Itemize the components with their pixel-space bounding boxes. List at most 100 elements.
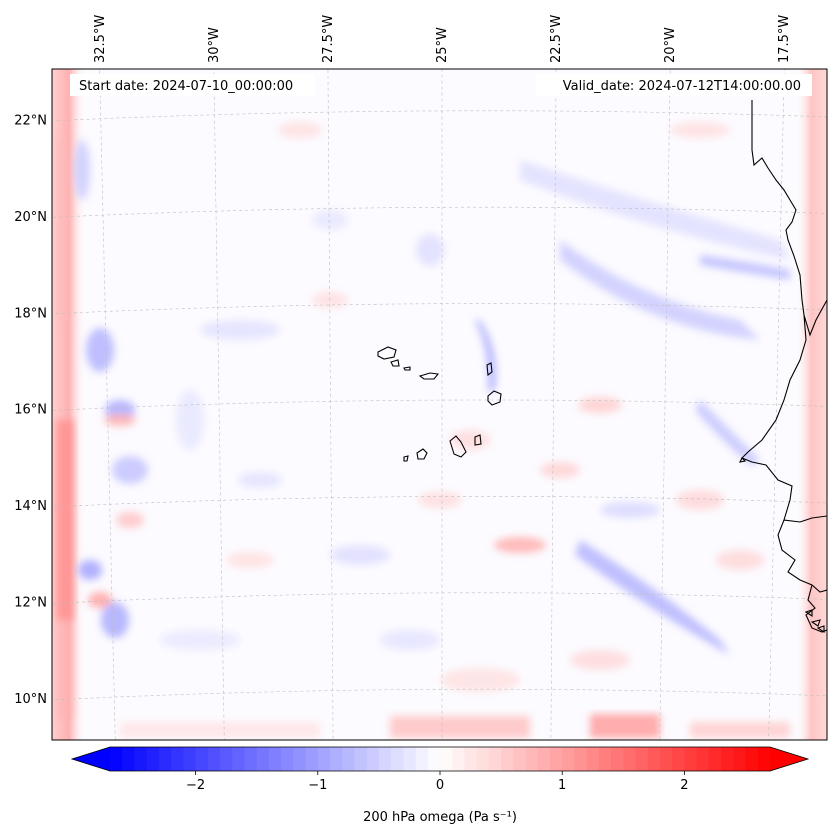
longitude-labels: 32.5°W 30°W 27.5°W 25°W 22.5°W 20°W 17.5… [93, 15, 792, 63]
latitude-labels: 22°N 20°N 18°N 16°N 14°N 12°N 10°N [14, 114, 47, 707]
lon-label-17-5w: 17.5°W [777, 15, 792, 63]
colorbar-swatch [745, 747, 759, 771]
meridian-line [768, 69, 785, 740]
colorbar-swatch [440, 747, 453, 771]
colorbar-swatch [293, 747, 307, 771]
colorbar-swatch [244, 747, 258, 771]
colorbar-swatch [501, 747, 514, 771]
colorbar-swatch [256, 747, 270, 771]
lat-label-16n: 16°N [14, 403, 47, 418]
lon-label-22-5w: 22.5°W [549, 15, 564, 63]
lat-label-10n: 10°N [14, 692, 47, 707]
lat-label-12n: 12°N [14, 596, 47, 611]
colorbar-swatch [171, 747, 184, 771]
parallel-line [52, 110, 827, 122]
lon-label-30w: 30°W [207, 27, 222, 63]
lat-label-14n: 14°N [14, 499, 47, 514]
lon-label-20w: 20°W [663, 27, 678, 63]
colorbar-swatch [281, 747, 294, 771]
colorbar-swatch [134, 747, 148, 771]
colorbar-swatch [574, 747, 588, 771]
colorbar-swatch [611, 747, 624, 771]
colorbar-swatch [672, 747, 686, 771]
colorbar-ticks [195, 771, 685, 775]
colorbar-swatch [305, 747, 319, 771]
colorbar-swatch [550, 747, 563, 771]
lon-label-27-5w: 27.5°W [321, 15, 336, 63]
colorbar-swatch [183, 747, 197, 771]
gridlines [52, 69, 827, 740]
colorbar-swatch [268, 747, 282, 771]
colorbar-outline [70, 746, 810, 772]
colorbar-swatch [525, 747, 539, 771]
bottom-boundary-zone [120, 714, 790, 738]
parallel-line [52, 688, 827, 701]
right-boundary-zone [795, 69, 827, 740]
colorbar-swatch [415, 747, 429, 771]
colorbar-swatch [476, 747, 490, 771]
colorbar-tick-0: 0 [436, 778, 444, 793]
colorbar-swatch [721, 747, 734, 771]
colorbar-tick-2: 2 [680, 778, 688, 793]
colorbar-swatch [366, 747, 380, 771]
colorbar-swatch [635, 747, 649, 771]
colorbar-swatch [220, 747, 233, 771]
colorbar-swatch [354, 747, 368, 771]
colorbar-swatch [110, 747, 123, 771]
dakar-peninsula [739, 457, 747, 463]
lat-label-22n: 22°N [14, 114, 47, 129]
colorbar-swatch [317, 747, 331, 771]
colorbar-swatch [708, 747, 722, 771]
colorbar-swatch [391, 747, 404, 771]
valid-date-box [536, 74, 812, 96]
colorbar-swatch [586, 747, 600, 771]
lon-label-25w: 25°W [435, 27, 450, 63]
colorbar-tick-minus1: −1 [308, 778, 327, 793]
colorbar-extend-min [72, 747, 110, 771]
island-santo-antao [377, 346, 397, 360]
omega-contours [74, 122, 790, 692]
colorbar: −2 −1 0 1 2 200 hPa omega (Pa s⁻¹) [70, 746, 810, 825]
lat-label-18n: 18°N [14, 306, 47, 321]
coastline [377, 100, 827, 634]
africa-coastline [741, 100, 827, 633]
island-sao-nicolau [418, 372, 440, 380]
colorbar-swatch [427, 747, 441, 771]
colorbar-label: 200 hPa omega (Pa s⁻¹) [363, 810, 517, 825]
island-santiago [449, 435, 467, 458]
parallel-line [52, 303, 827, 315]
map-frame [51, 68, 828, 741]
valid-date-label: Valid_date: 2024-07-12T14:00:00.00 [563, 79, 801, 94]
colorbar-swatch [378, 747, 392, 771]
island-boa-vista [487, 390, 502, 406]
lat-label-20n: 20°N [14, 210, 47, 225]
colorbar-swatch [696, 747, 710, 771]
colorbar-swatch [195, 747, 209, 771]
island-maio [474, 434, 482, 446]
island-sal [486, 362, 493, 377]
colorbar-swatch [342, 747, 356, 771]
colorbar-swatch [232, 747, 246, 771]
colorbar-tick-minus2: −2 [186, 778, 205, 793]
colorbar-swatch [623, 747, 637, 771]
colorbar-swatch [513, 747, 527, 771]
parallel-line [52, 496, 827, 508]
colorbar-swatch [122, 747, 136, 771]
colorbar-swatch [146, 747, 160, 771]
parallel-line [52, 206, 827, 218]
bijagos-islands [804, 609, 825, 634]
colorbar-swatch [562, 747, 576, 771]
colorbar-swatch [660, 747, 673, 771]
lon-label-32-5w: 32.5°W [93, 15, 108, 63]
colorbar-swatch [647, 747, 661, 771]
island-fogo [416, 448, 428, 460]
colorbar-swatch [452, 747, 466, 771]
colorbar-swatch [330, 747, 343, 771]
island-brava [403, 455, 409, 462]
colorbar-swatch [598, 747, 612, 771]
colorbar-swatch [207, 747, 221, 771]
map-area[interactable]: Start date: 2024-07-10_00:00:00 Valid_da… [33, 63, 837, 770]
start-date-label: Start date: 2024-07-10_00:00:00 [79, 79, 293, 94]
colorbar-swatch [733, 747, 747, 771]
island-sao-vicente [390, 359, 400, 367]
